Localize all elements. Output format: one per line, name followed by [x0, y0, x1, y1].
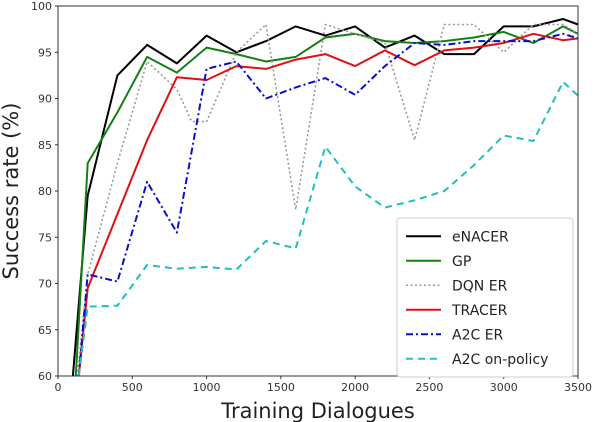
legend-label-a2c-er: A2C ER: [452, 327, 504, 343]
x-tick-label: 500: [122, 381, 143, 394]
y-tick-label: 100: [31, 0, 52, 13]
series-line-dqn-er: [76, 23, 578, 376]
y-axis-label: Success rate (%): [0, 103, 23, 280]
y-tick-label: 70: [38, 278, 52, 291]
y-tick-label: 85: [38, 139, 52, 152]
y-tick-label: 60: [38, 370, 52, 383]
series-line-gp: [74, 25, 578, 376]
series-line-enacer: [71, 18, 578, 376]
series-line-tracer: [77, 32, 578, 376]
x-axis-label: Training Dialogues: [220, 399, 415, 422]
legend-label-enacer: eNACER: [452, 229, 509, 245]
x-tick-label: 1500: [267, 381, 295, 394]
x-tick-label: 1000: [193, 381, 221, 394]
legend: eNACER GP DQN ER TRACER A2C ER A2C on-policy: [396, 217, 574, 378]
legend-label-a2c-on-policy: A2C on-policy: [452, 352, 548, 368]
y-tick-label: 80: [38, 185, 52, 198]
legend-label-dqn-er: DQN ER: [452, 278, 508, 294]
y-ticks: 60 65 70 75 80 85 90 95 100: [31, 0, 58, 383]
y-tick-label: 65: [38, 324, 52, 337]
legend-box: [396, 217, 574, 378]
x-tick-label: 0: [55, 381, 62, 394]
legend-label-gp: GP: [452, 254, 471, 270]
legend-label-tracer: TRACER: [451, 303, 508, 319]
y-tick-label: 90: [38, 93, 52, 106]
series-line-a2c-on-policy: [77, 80, 578, 376]
x-tick-label: 2000: [341, 381, 369, 394]
x-tick-label: 2500: [415, 381, 443, 394]
y-tick-label: 75: [38, 231, 52, 244]
x-tick-label: 3000: [490, 381, 518, 394]
x-tick-label: 3500: [564, 381, 592, 394]
y-tick-label: 95: [38, 46, 52, 59]
series-line-a2c-er: [77, 32, 578, 376]
x-ticks: 0 500 1000 1500 2000 2500 3000 3500: [55, 376, 592, 394]
series-layer: [71, 18, 578, 376]
